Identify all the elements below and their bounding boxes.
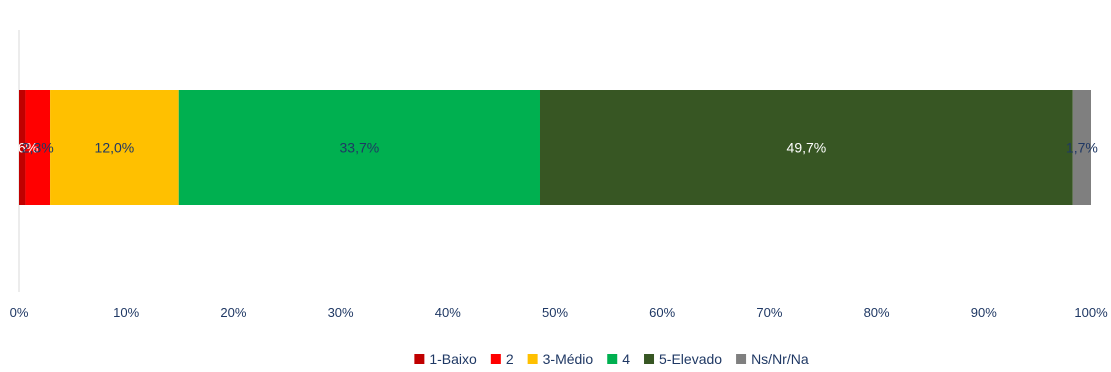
legend-swatch-3-medio (527, 354, 538, 364)
legend-label-ns-nr-na: Ns/Nr/Na (751, 351, 809, 367)
legend-swatch-2 (490, 354, 501, 364)
bar-segment-2 (25, 90, 51, 205)
bar-segment-ns-nr-na (1072, 90, 1091, 205)
x-tick-label: 100% (1074, 305, 1108, 320)
bar-segment-4 (178, 90, 540, 205)
legend: 1-Baixo 2 3-Médio 4 5-Elevado Ns/Nr/Na (414, 351, 809, 367)
data-label-1-baixo: 0,6% (6, 140, 38, 156)
x-tick-label: 20% (220, 305, 246, 320)
data-label-4: 33,7% (340, 140, 380, 156)
bar-segment-5-elevado (539, 90, 1073, 205)
x-tick-label: 30% (328, 305, 354, 320)
legend-label-3-medio: 3-Médio (543, 351, 594, 367)
x-axis-ticks: 0% 10% 20% 30% 40% 50% 60% 70% 80% 90% 100% (10, 305, 1108, 320)
data-label-3-medio: 12,0% (95, 140, 135, 156)
legend-label-1-baixo: 1-Baixo (429, 351, 477, 367)
legend-swatch-5-elevado (644, 354, 655, 364)
data-label-2: 2,3% (22, 140, 54, 156)
bar-segment-3-medio (50, 90, 179, 205)
legend-label-5-elevado: 5-Elevado (659, 351, 722, 367)
bar-segment-1-baixo (19, 90, 26, 205)
legend-swatch-1-baixo (414, 354, 425, 364)
legend-label-4: 4 (622, 351, 630, 367)
x-tick-label: 40% (435, 305, 461, 320)
bar-segments (19, 90, 1091, 205)
x-tick-label: 80% (864, 305, 890, 320)
legend-swatch-4 (607, 354, 618, 364)
data-label-ns-nr-na: 1,7% (1066, 140, 1098, 156)
x-tick-label: 50% (542, 305, 568, 320)
x-tick-label: 60% (649, 305, 675, 320)
x-tick-label: 70% (756, 305, 782, 320)
legend-label-2: 2 (506, 351, 514, 367)
legend-swatch-ns-nr-na (736, 354, 747, 364)
data-labels: 0,6%2,3% 12,0% 33,7% 49,7% 1,7% (6, 140, 1098, 156)
data-label-5-elevado: 49,7% (787, 140, 827, 156)
x-tick-label: 90% (971, 305, 997, 320)
x-tick-label: 0% (10, 305, 29, 320)
x-tick-label: 10% (113, 305, 139, 320)
